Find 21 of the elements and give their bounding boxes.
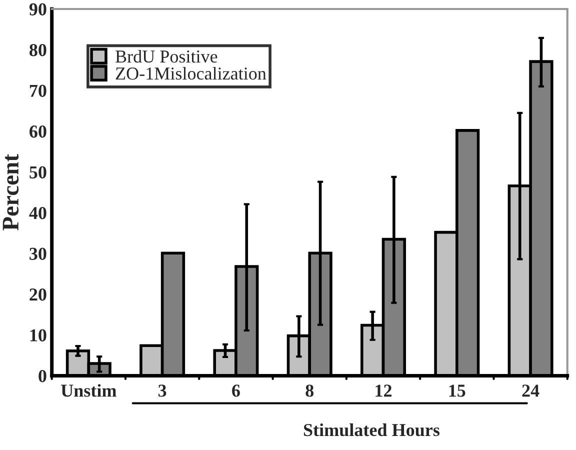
x-tick-label: 15 — [449, 384, 466, 397]
x-tick-label: 24 — [522, 384, 540, 397]
y-tick-label: 60 — [30, 126, 46, 138]
legend-label: ZO-1Mislocalization — [116, 66, 266, 80]
x-tick-label: 6 — [232, 384, 240, 397]
y-tick-label: 0 — [38, 370, 46, 382]
y-tick-label: 50 — [30, 166, 46, 178]
legend-label: BrdU Positive — [116, 50, 218, 63]
x-tick-label: Unstim — [61, 384, 116, 397]
y-axis-title: Percent — [2, 154, 19, 230]
x-tick-label: 8 — [306, 384, 314, 397]
y-tick-label: 10 — [30, 329, 46, 342]
y-tick-label: 80 — [30, 44, 46, 56]
x-tick-label: 3 — [158, 384, 166, 397]
y-tick-label: 30 — [30, 248, 46, 260]
y-tick-label: 20 — [30, 288, 46, 301]
y-tick-label: 70 — [30, 84, 46, 97]
y-tick-label: 90 — [29, 3, 46, 16]
x-axis-title: Stimulated Hours — [304, 423, 440, 436]
x-tick-label: 12 — [376, 384, 392, 397]
y-tick-label: 40 — [29, 207, 46, 220]
